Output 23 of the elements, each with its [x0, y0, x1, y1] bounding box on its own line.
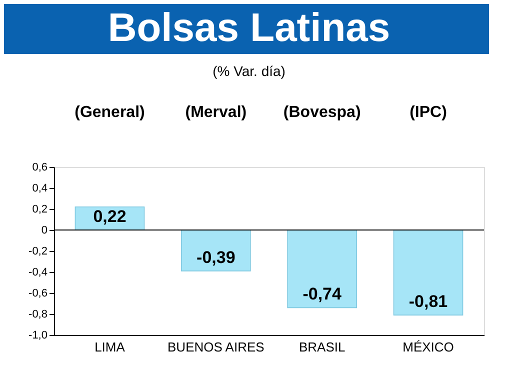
y-tick-label: -0,2	[28, 246, 48, 258]
data-label: 0,22	[93, 206, 126, 226]
y-tick-label: -0,8	[28, 308, 48, 320]
x-tick-label: MÉXICO	[402, 340, 454, 354]
y-tick-label: -0,6	[28, 288, 48, 300]
text: (Merval)	[185, 104, 247, 121]
y-tick-label: -0,4	[28, 266, 48, 278]
x-tick-label: BRASIL	[298, 340, 346, 354]
y-tick-label: 0	[41, 224, 48, 236]
data-label: -0,39	[196, 248, 236, 267]
x-tick-label: LIMA	[94, 340, 126, 354]
x-tick-label: BUENOS AIRES	[168, 340, 265, 354]
y-tick-label: 0,2	[32, 204, 48, 216]
chart-subtitle: (% Var. día)	[212, 63, 286, 79]
y-tick-label: 0,6	[32, 162, 48, 174]
text: (Bovespa)	[283, 104, 361, 121]
chart-title: Bolsas Latinas	[108, 6, 390, 50]
y-tick-label: -1,0	[28, 330, 48, 342]
text: (IPC)	[410, 104, 447, 121]
text: (General)	[74, 104, 145, 121]
data-label: -0,81	[408, 292, 448, 312]
y-tick-label: 0,4	[32, 182, 48, 194]
data-label: -0,74	[302, 284, 342, 304]
